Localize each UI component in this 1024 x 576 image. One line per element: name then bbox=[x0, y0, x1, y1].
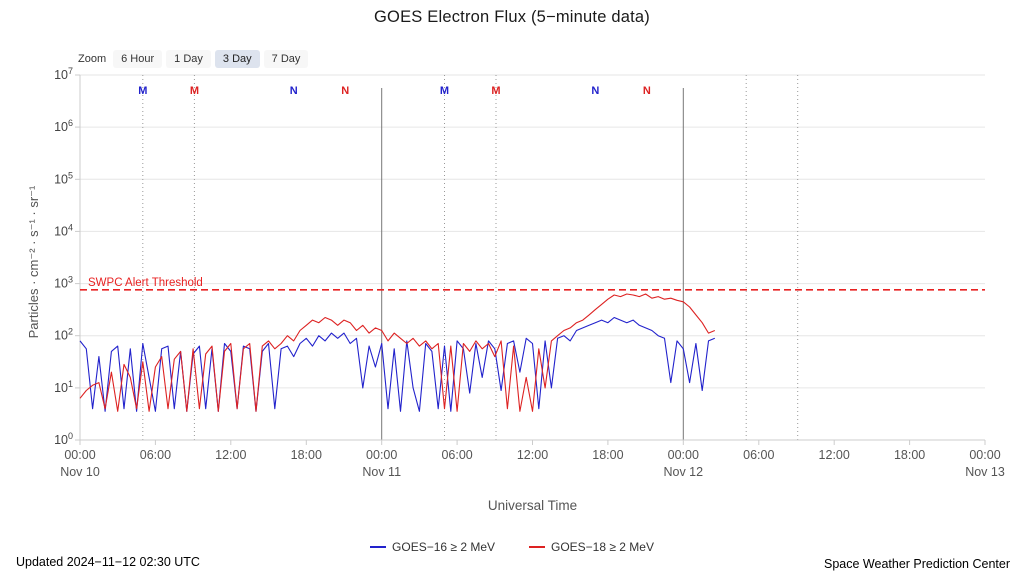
svg-text:101: 101 bbox=[54, 379, 73, 395]
range-selector: Zoom 6 Hour 1 Day 3 Day 7 Day bbox=[78, 50, 309, 68]
series-goes18 bbox=[79, 293, 716, 412]
svg-text:M: M bbox=[190, 85, 199, 97]
plot-area[interactable] bbox=[80, 75, 985, 440]
svg-text:Nov 12: Nov 12 bbox=[663, 465, 703, 479]
svg-text:N: N bbox=[341, 85, 349, 97]
satellite-position-markers: MMNNMMNN bbox=[138, 85, 651, 97]
svg-text:102: 102 bbox=[54, 327, 73, 343]
page-title: GOES Electron Flux (5−minute data) bbox=[374, 8, 650, 26]
svg-text:107: 107 bbox=[54, 66, 73, 82]
updated-timestamp: Updated 2024−11−12 02:30 UTC bbox=[16, 555, 200, 569]
svg-text:Nov 13: Nov 13 bbox=[965, 465, 1005, 479]
svg-text:M: M bbox=[138, 85, 147, 97]
svg-text:18:00: 18:00 bbox=[592, 448, 623, 462]
svg-text:Nov 10: Nov 10 bbox=[60, 465, 100, 479]
svg-text:106: 106 bbox=[54, 118, 73, 134]
goes18-line-swatch-icon bbox=[529, 546, 545, 548]
svg-text:100: 100 bbox=[54, 431, 73, 447]
svg-text:Nov 11: Nov 11 bbox=[362, 465, 401, 479]
goes16-line-swatch-icon bbox=[370, 546, 387, 548]
svg-text:00:00: 00:00 bbox=[668, 448, 699, 462]
x-axis-dates: Nov 10 Nov 11 Nov 12 Nov 13 bbox=[60, 465, 1005, 479]
y-axis-label: Particles · cm⁻² · s⁻¹ · sr⁻¹ bbox=[26, 185, 41, 339]
svg-text:12:00: 12:00 bbox=[517, 448, 548, 462]
zoom-button-1-day[interactable]: 1 Day bbox=[166, 50, 211, 68]
x-axis-label: Universal Time bbox=[487, 498, 578, 513]
svg-text:105: 105 bbox=[54, 170, 73, 186]
svg-text:SWPC Alert Threshold: SWPC Alert Threshold bbox=[88, 277, 203, 289]
legend: GOES−16 ≥ 2 MeV GOES−18 ≥ 2 MeV bbox=[0, 540, 1024, 554]
swpc-alert-threshold: SWPC Alert Threshold bbox=[80, 277, 985, 291]
svg-text:103: 103 bbox=[54, 275, 73, 291]
source-attribution: Space Weather Prediction Center bbox=[824, 557, 1010, 571]
zoom-button-3-day[interactable]: 3 Day bbox=[214, 50, 260, 68]
svg-text:12:00: 12:00 bbox=[215, 448, 246, 462]
svg-text:N: N bbox=[290, 85, 298, 97]
day-boundary-lines bbox=[381, 88, 684, 440]
svg-text:00:00: 00:00 bbox=[366, 448, 397, 462]
svg-text:06:00: 06:00 bbox=[441, 448, 472, 462]
svg-text:00:00: 00:00 bbox=[969, 448, 1000, 462]
legend-item-goes16[interactable]: GOES−16 ≥ 2 MeV bbox=[370, 540, 495, 554]
legend-item-goes18[interactable]: GOES−18 ≥ 2 MeV bbox=[529, 540, 654, 554]
x-axis-ticks: 00:00 06:00 12:00 18:00 00:00 06:00 12:00 18:00… bbox=[64, 440, 1001, 462]
legend-label-goes16: GOES−16 ≥ 2 MeV bbox=[392, 540, 495, 554]
svg-text:00:00: 00:00 bbox=[64, 448, 95, 462]
svg-text:12:00: 12:00 bbox=[819, 448, 850, 462]
legend-label-goes18: GOES−18 ≥ 2 MeV bbox=[551, 540, 654, 554]
svg-text:M: M bbox=[491, 85, 500, 97]
satellite-midnight-gridlines bbox=[142, 75, 799, 440]
svg-text:06:00: 06:00 bbox=[140, 448, 171, 462]
svg-text:N: N bbox=[643, 85, 651, 97]
svg-text:18:00: 18:00 bbox=[894, 448, 925, 462]
y-axis-ticks: 100 101 102 103 104 105 106 107 bbox=[54, 66, 80, 447]
zoom-button-6-hour[interactable]: 6 Hour bbox=[113, 50, 163, 68]
svg-text:06:00: 06:00 bbox=[743, 448, 774, 462]
svg-text:N: N bbox=[591, 85, 599, 97]
svg-text:104: 104 bbox=[54, 222, 73, 238]
svg-text:M: M bbox=[440, 85, 449, 97]
zoom-label: Zoom bbox=[78, 53, 107, 65]
svg-text:18:00: 18:00 bbox=[291, 448, 322, 462]
zoom-button-7-day[interactable]: 7 Day bbox=[263, 50, 309, 68]
